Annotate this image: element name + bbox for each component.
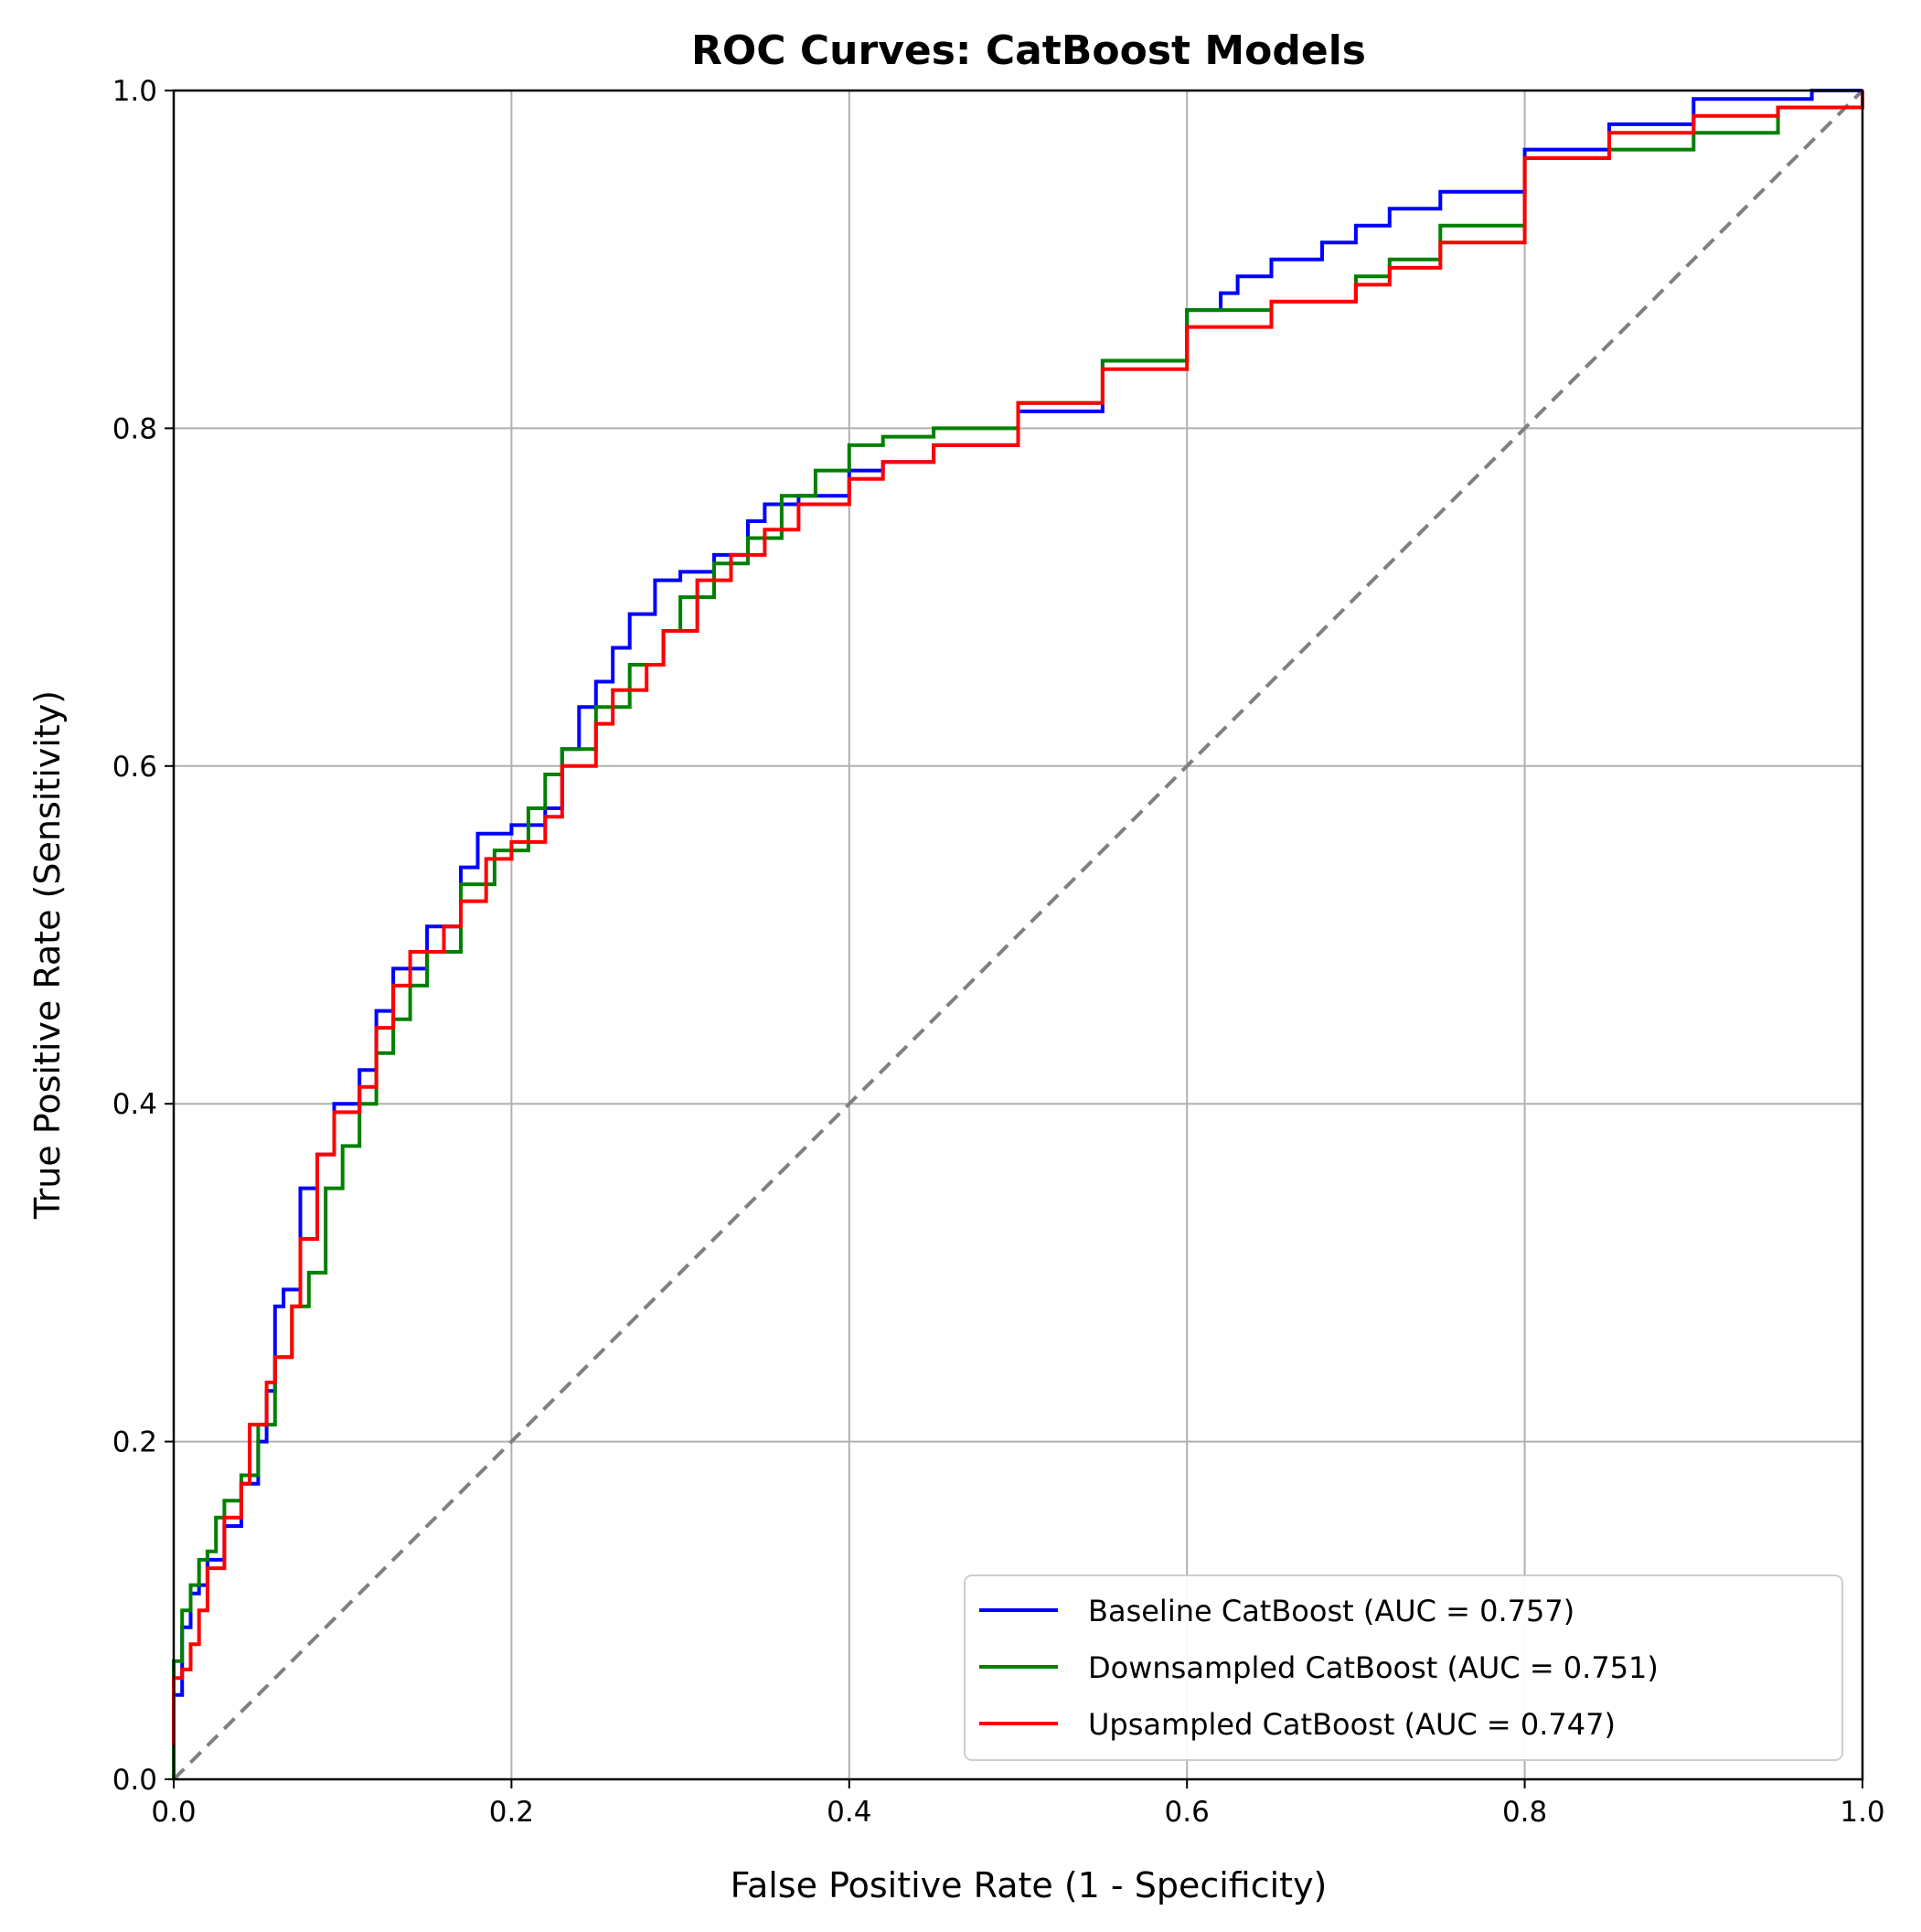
legend-label-upsampled: Upsampled CatBoost (AUC = 0.747) [1088,1707,1616,1742]
y-tick-label: 0.2 [112,1426,157,1459]
axes-layer [172,89,1864,1781]
x-tick-label: 1.0 [1840,1796,1884,1829]
x-tick-label: 0.8 [1502,1796,1547,1829]
upsampled-series-line [172,91,1864,1746]
reference-line-layer [172,89,1864,1781]
x-tick-label: 0.6 [1165,1796,1210,1829]
legend-label-downsampled: Downsampled CatBoost (AUC = 0.751) [1088,1650,1659,1685]
y-tick-label: 0.8 [112,412,157,445]
y-tick-label: 0.0 [112,1764,157,1797]
x-axis-title: False Positive Rate (1 - Specificity) [731,1865,1328,1905]
reference-diagonal-line [172,89,1864,1781]
ticks-layer: 0.0 0.2 0.4 0.6 0.8 1.0 0.0 0.2 0.4 0.6 0.8 1.0 [112,75,1885,1829]
chart-title: ROC Curves: CatBoost Models [691,27,1366,74]
y-tick-label: 1.0 [112,75,157,108]
legend-box [964,1574,1843,1761]
x-tick-label: 0.2 [489,1796,534,1829]
series-layer [172,89,1864,1779]
x-tick-label: 0.4 [827,1796,871,1829]
legend: Baseline CatBoost (AUC = 0.757) Downsamp… [964,1574,1843,1761]
plot-frame [172,89,1864,1781]
x-tick-label: 0.0 [151,1796,196,1829]
y-tick-label: 0.6 [112,751,157,784]
legend-label-baseline: Baseline CatBoost (AUC = 0.757) [1088,1594,1574,1628]
y-axis-title: True Positive Rate (Sensitivity) [27,690,68,1220]
y-tick-label: 0.4 [112,1088,157,1121]
